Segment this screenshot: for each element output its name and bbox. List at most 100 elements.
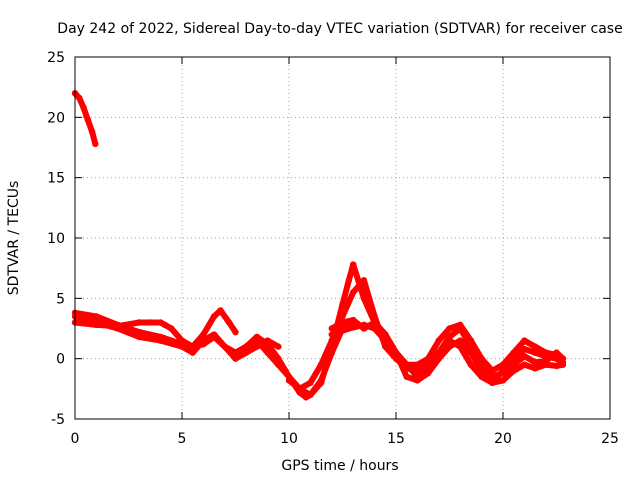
data-point — [317, 361, 325, 368]
x-tick-label: 15 — [387, 431, 405, 447]
data-point — [446, 325, 453, 332]
data-point — [553, 362, 560, 370]
data-point — [189, 349, 196, 356]
data-point — [264, 340, 271, 348]
data-point — [136, 319, 143, 326]
data-point — [328, 337, 335, 344]
data-point — [531, 343, 539, 350]
x-tick-label: 5 — [178, 431, 187, 447]
data-point — [217, 307, 224, 314]
data-point — [360, 295, 368, 302]
data-point — [499, 367, 507, 374]
data-point — [80, 104, 87, 111]
data-point — [114, 325, 122, 332]
data-point — [345, 325, 353, 332]
data-point — [345, 277, 353, 284]
y-tick-label: 20 — [47, 110, 65, 126]
data-point — [328, 331, 335, 338]
data-point — [157, 337, 164, 344]
chart-title: Day 242 of 2022, Sidereal Day-to-day VTE… — [57, 21, 622, 37]
x-axis-label: GPS time / hours — [281, 458, 398, 474]
data-point — [317, 379, 325, 386]
data-point — [371, 325, 378, 332]
data-point — [210, 331, 218, 338]
data-point — [414, 361, 421, 368]
y-tick-label: 15 — [47, 171, 65, 187]
data-point — [350, 261, 357, 268]
y-tick-label: 10 — [47, 231, 65, 247]
data-point — [275, 355, 282, 362]
data-point — [424, 369, 432, 377]
series-line-track-8 — [328, 321, 566, 386]
data-point — [339, 313, 346, 320]
data-point — [435, 337, 442, 344]
data-point — [403, 373, 410, 380]
data-point — [253, 333, 261, 341]
data-point — [210, 313, 218, 320]
data-point — [531, 349, 539, 356]
data-point — [350, 316, 357, 324]
series-group — [71, 90, 567, 401]
data-point — [553, 351, 560, 359]
data-point — [88, 128, 96, 136]
data-point — [275, 343, 282, 350]
data-point — [489, 367, 496, 374]
data-point — [531, 359, 539, 366]
data-point — [510, 367, 517, 374]
data-point — [339, 319, 346, 326]
data-point — [296, 385, 303, 393]
data-point — [457, 321, 464, 329]
data-point — [350, 289, 357, 296]
data-point — [93, 313, 100, 320]
data-point — [243, 349, 250, 356]
data-point — [499, 361, 507, 368]
data-point — [178, 343, 186, 350]
data-point — [521, 361, 528, 368]
data-point — [221, 343, 228, 350]
data-point — [84, 116, 92, 123]
data-point — [168, 325, 175, 332]
data-point — [371, 319, 378, 326]
data-point — [446, 337, 453, 344]
data-point — [285, 377, 293, 384]
data-point — [328, 325, 335, 332]
data-point — [414, 377, 421, 384]
axis-ticks: 0 5 10 15 20 25 -5 0 5 10 15 20 25 — [47, 50, 619, 447]
data-point — [559, 361, 567, 368]
data-point — [146, 319, 154, 326]
data-point — [371, 313, 378, 320]
data-point — [424, 355, 432, 362]
data-point — [360, 277, 368, 284]
data-point — [510, 349, 517, 356]
data-point — [414, 367, 421, 374]
x-tick-label: 0 — [71, 431, 80, 447]
data-point — [93, 319, 100, 326]
y-tick-label: 5 — [56, 291, 65, 307]
data-point — [521, 353, 528, 360]
y-tick-label: -5 — [51, 412, 65, 428]
data-point — [499, 377, 507, 384]
data-point — [232, 349, 239, 356]
data-point — [467, 361, 475, 368]
data-point — [76, 94, 83, 102]
y-tick-label: 25 — [47, 50, 65, 66]
grid-lines — [75, 57, 610, 419]
data-point — [531, 365, 539, 372]
data-point — [467, 349, 475, 356]
data-point — [446, 343, 453, 350]
data-point — [392, 349, 400, 356]
data-point — [92, 140, 99, 148]
data-point — [542, 361, 549, 368]
data-point — [200, 337, 207, 344]
data-point — [200, 331, 207, 338]
data-point — [307, 391, 314, 399]
data-point — [243, 343, 250, 350]
data-point — [225, 319, 233, 326]
data-point — [435, 355, 442, 362]
data-point — [178, 337, 186, 344]
data-point — [457, 337, 464, 344]
data-point — [382, 337, 389, 344]
y-axis-label: SDTVAR / TECUs — [6, 181, 22, 296]
data-point — [161, 321, 169, 329]
